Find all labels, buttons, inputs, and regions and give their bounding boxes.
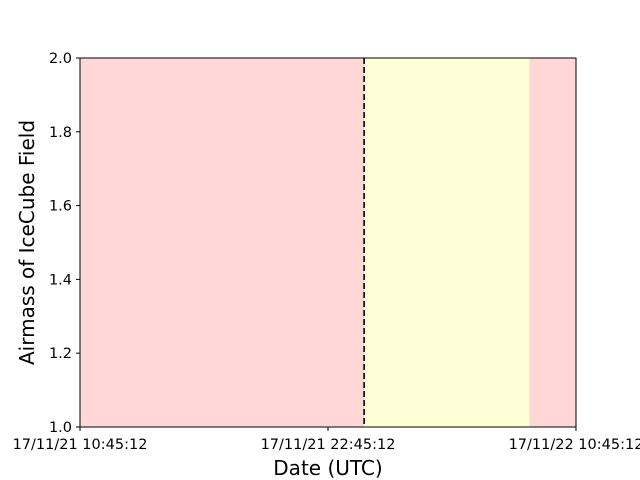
y-tick-label: 1.4 — [49, 272, 72, 288]
y-axis: 1.0 1.2 1.4 1.6 1.8 2.0 — [49, 51, 80, 436]
y-axis-label: Airmass of IceCube Field — [15, 120, 39, 365]
y-tick-label: 1.8 — [49, 125, 72, 141]
x-tick-label: 17/11/21 10:45:12 — [13, 437, 148, 453]
y-tick-label: 1.2 — [49, 346, 72, 362]
x-tick-label: 17/11/22 10:45:12 — [509, 437, 640, 453]
x-axis: 17/11/21 10:45:12 17/11/21 22:45:12 17/11/… — [13, 427, 640, 453]
x-tick-label: 17/11/21 22:45:12 — [261, 437, 396, 453]
shaded-region-2 — [364, 58, 530, 427]
x-axis-label: Date (UTC) — [273, 456, 382, 480]
y-tick-label: 1.6 — [49, 199, 72, 215]
y-tick-label: 1.0 — [49, 420, 72, 436]
y-tick-label: 2.0 — [49, 51, 72, 67]
shaded-region-1 — [529, 58, 576, 427]
shaded-regions — [80, 58, 576, 427]
